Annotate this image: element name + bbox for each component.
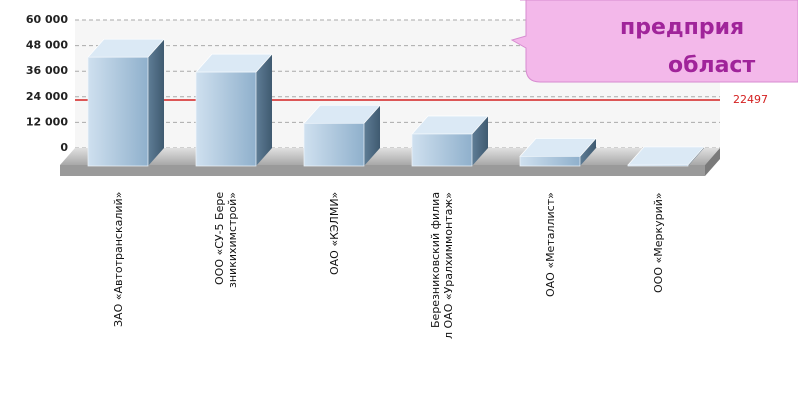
bar-side (580, 138, 596, 166)
bar-side (364, 105, 380, 166)
floor-side (705, 148, 720, 176)
bar (87, 38, 165, 167)
x-tick-label: ОАО «Металлист» (543, 192, 557, 297)
bar-front (411, 133, 473, 167)
bar-front (627, 164, 689, 167)
bar-side (256, 54, 272, 167)
bar (519, 138, 597, 167)
bar-front (87, 56, 149, 167)
bar (195, 53, 273, 167)
y-tick-label: 12 000 (26, 115, 68, 128)
bar (303, 104, 381, 167)
y-tick-label: 0 (60, 141, 68, 154)
bar-front (519, 156, 581, 167)
y-tick-label: 36 000 (26, 64, 68, 77)
x-tick-label: ООО «Меркурий» (651, 192, 665, 293)
y-tick-label: 48 000 (26, 39, 68, 52)
bar-front (195, 71, 257, 167)
bar-side (472, 116, 488, 166)
x-tick-label: Березниковский филиа л ОАО «Уралхиммонта… (429, 192, 455, 340)
bar (627, 146, 705, 167)
bar-front (303, 122, 365, 167)
x-tick-label: ЗАО «Автотранскалий» (111, 192, 125, 328)
bar-side (148, 39, 164, 167)
callout-text: предприя (620, 15, 744, 40)
y-tick-label: 24 000 (26, 90, 68, 103)
floor-edge (60, 165, 705, 176)
reference-label: 22497 (733, 93, 768, 106)
x-tick-label: ОАО «КЭЛМИ» (327, 192, 341, 276)
callout (510, 0, 798, 83)
callout-text: област (668, 53, 755, 78)
y-tick-label: 60 000 (26, 13, 68, 26)
bar (411, 115, 489, 167)
x-tick-label: ООО «СУ-5 Бере зникихимстрой» (213, 192, 239, 288)
